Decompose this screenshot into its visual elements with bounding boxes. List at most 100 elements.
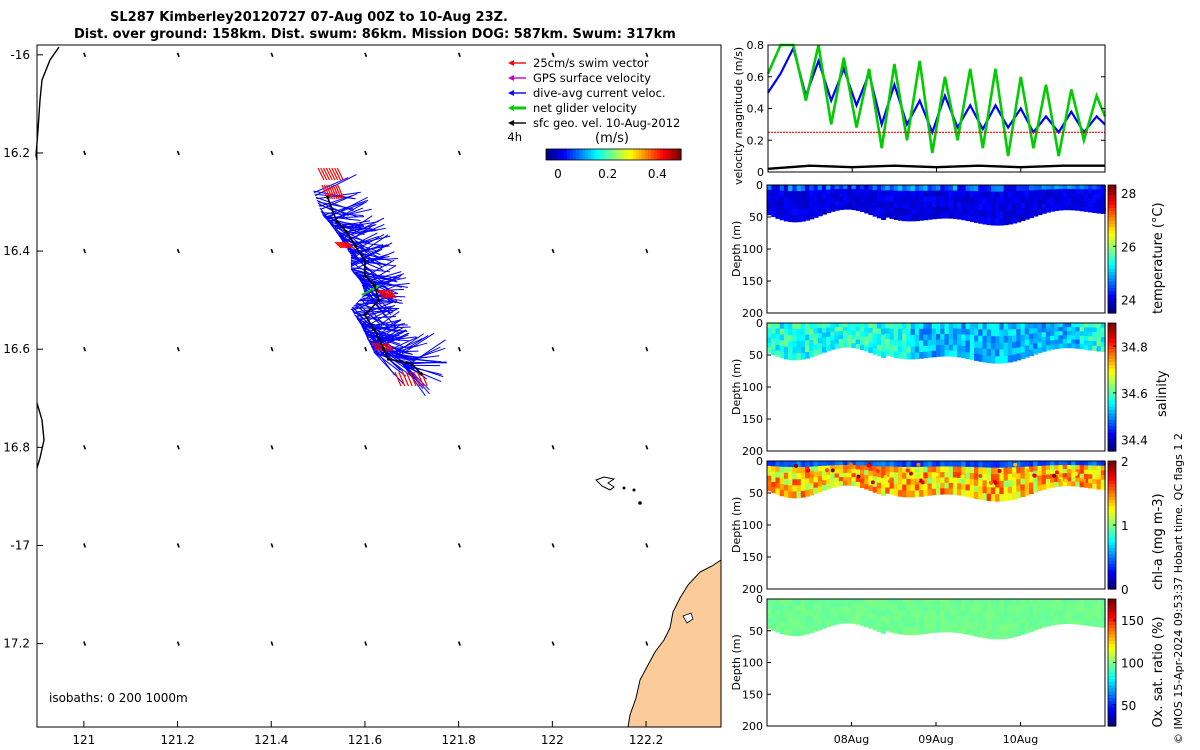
section-cell (1050, 340, 1056, 346)
chl-sample-dot (1011, 476, 1016, 481)
section-cell (948, 471, 954, 479)
section-cell (1075, 343, 1081, 349)
section-cell (919, 472, 925, 480)
section-cell (1037, 461, 1043, 467)
section-cell (906, 214, 912, 222)
swim-vector (398, 371, 406, 387)
section-cell (771, 200, 777, 207)
section-cell (821, 189, 827, 196)
section-cell (847, 614, 853, 620)
section-cell (872, 323, 878, 329)
section-cell (978, 341, 984, 350)
section-cell (906, 190, 912, 198)
section-cell (1028, 333, 1034, 340)
section-cell (859, 607, 865, 613)
section-cell (767, 194, 773, 201)
section-cell (952, 466, 958, 473)
section-cell (986, 467, 992, 475)
section-cell (999, 211, 1005, 219)
colorbar-cell (591, 149, 595, 160)
section-cell (889, 207, 895, 214)
section-colorbar-cell (1108, 438, 1116, 442)
section-cell (1092, 617, 1098, 623)
section-cell (792, 473, 798, 481)
dive-avg-vector (340, 217, 385, 240)
section-cell (872, 338, 878, 345)
section-cell (982, 605, 988, 613)
section-cell (788, 215, 794, 223)
section-cell (847, 610, 853, 616)
section-cell (830, 616, 836, 622)
y-tick-label: 16.8 (3, 440, 30, 454)
section-cell (944, 461, 950, 468)
section-cell (1058, 197, 1064, 203)
section-cell (1007, 197, 1013, 206)
section-cell (809, 196, 815, 203)
section-cell (999, 342, 1005, 351)
section-cell (1003, 336, 1009, 344)
section-cell (1016, 203, 1022, 211)
section-cell (800, 490, 806, 498)
section-cell (1037, 618, 1043, 625)
section-cell (986, 336, 992, 344)
section-cell (889, 323, 895, 330)
dive-avg-vector (353, 309, 391, 314)
sfc-velocity-arrow (176, 150, 180, 156)
chl-sample-dot (960, 474, 965, 479)
section-cell (1007, 473, 1013, 482)
section-cell (940, 195, 946, 203)
section-cell (1028, 190, 1034, 197)
section-cell (1079, 620, 1085, 626)
section-cell (1007, 323, 1013, 331)
section-cell (893, 472, 899, 479)
swim-vector (346, 241, 354, 249)
section-cell (936, 626, 942, 633)
section-cell (1088, 603, 1094, 609)
section-cell (990, 480, 996, 489)
section-cell (965, 610, 971, 618)
section-colorbar-cell (1108, 399, 1116, 404)
section-cell (893, 207, 899, 215)
section-cell (872, 348, 878, 355)
section-cell (897, 352, 903, 359)
section-cell (1058, 603, 1064, 608)
section-cell (1016, 461, 1022, 468)
section-colorbar-cell (1108, 515, 1116, 520)
section-cell (800, 334, 806, 342)
swim-vector (409, 371, 417, 387)
section-cell (1007, 329, 1013, 337)
section-cell (961, 621, 967, 629)
section-cell (952, 334, 958, 341)
section-y-tick-label: 50 (749, 625, 763, 638)
section-colorbar-cell (1108, 637, 1116, 641)
section-cell (809, 615, 815, 622)
section-cell (952, 615, 958, 622)
section-cell (851, 465, 857, 470)
section-cell (952, 345, 958, 352)
section-cell (1003, 185, 1009, 193)
section-cell (779, 345, 785, 353)
section-cell (800, 352, 806, 360)
section-cell (775, 328, 781, 335)
section-cell (1066, 603, 1072, 608)
section-cell (851, 469, 857, 474)
section-cell (1020, 622, 1026, 629)
legend-arrowhead (508, 105, 514, 111)
section-cell (889, 328, 895, 335)
chl-sample-dot (1026, 468, 1031, 473)
chl-sample-dot (915, 478, 920, 483)
section-cell (1096, 185, 1102, 191)
section-colorbar-cell (1108, 351, 1116, 356)
dive-avg-vector (375, 352, 407, 377)
section-cell (923, 621, 929, 629)
section-cell (788, 491, 794, 499)
section-cell (1007, 630, 1013, 639)
footer-text: © IMOS 15-Apr-2024 09:53:37 Hobart time.… (1172, 433, 1185, 744)
section-cell (821, 342, 827, 348)
section-cell (995, 349, 1001, 358)
section-colorbar-title: temperature (°C) (1151, 202, 1166, 314)
section-cell (876, 339, 882, 346)
section-cell (767, 618, 773, 625)
dive-avg-vector (350, 242, 393, 265)
